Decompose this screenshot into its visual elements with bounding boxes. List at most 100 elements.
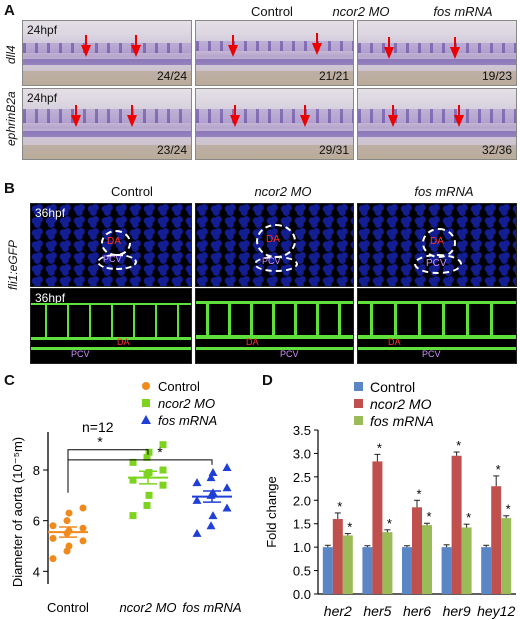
- panel-b-col-ncor2: ncor2 MO: [254, 184, 312, 199]
- panel-b-label: B: [4, 180, 15, 197]
- legend-swatch: [354, 399, 363, 408]
- data-point: [206, 521, 216, 530]
- data-point: [222, 483, 232, 492]
- pcv-label: PCV: [262, 256, 281, 266]
- data-point: [159, 441, 167, 449]
- data-point: [208, 488, 218, 497]
- n-label: n=12: [82, 419, 114, 435]
- ish-image-ephrinb2a-fos: 32/36: [357, 88, 517, 160]
- x-tick-label: her9: [443, 603, 471, 619]
- bar: [412, 507, 422, 594]
- data-point: [145, 491, 153, 499]
- data-point: [79, 537, 87, 545]
- y-tick-label: 0.5: [293, 564, 311, 579]
- panel-b-row-label: fli1:eGFP: [6, 239, 20, 290]
- legend-marker: [142, 382, 150, 390]
- embryo-count: 29/31: [318, 143, 349, 157]
- bar: [322, 547, 333, 594]
- significance-star: *: [426, 509, 431, 524]
- pcv-outline: [97, 254, 137, 270]
- data-point: [129, 512, 137, 520]
- y-tick-label: 3.5: [293, 423, 311, 438]
- embryo-count: 21/21: [318, 69, 349, 83]
- bar: [481, 547, 492, 594]
- embryo-count: 23/24: [156, 143, 187, 157]
- data-point: [222, 462, 232, 471]
- red-arrow-icon: [230, 105, 240, 127]
- bars: * * * * * * * * * *: [322, 438, 512, 594]
- significance-star: *: [347, 520, 352, 535]
- red-arrow-icon: [454, 105, 464, 127]
- data-point: [145, 448, 153, 456]
- x-tick-label: her5: [363, 603, 391, 619]
- bar: [372, 461, 383, 594]
- panel-b-col-fos: fos mRNA: [414, 184, 474, 199]
- bar: [501, 518, 512, 594]
- y-tick-label: 0.0: [293, 587, 311, 602]
- red-arrow-icon: [300, 105, 310, 127]
- red-arrow-icon: [450, 37, 460, 59]
- da-label: DA: [246, 337, 259, 347]
- x-tick-label: hey12: [477, 603, 515, 619]
- data-point: [49, 555, 57, 563]
- significance-star: *: [157, 444, 163, 460]
- y-axis: 0.0 0.5 1.0 1.5 2.0 2.5 3.0 3.5: [293, 423, 516, 602]
- bar: [402, 547, 412, 594]
- data-point: [143, 453, 151, 461]
- x-tick-label: her2: [324, 603, 352, 619]
- significance-star: *: [387, 516, 392, 531]
- data-point: [65, 509, 73, 517]
- y-tick-label: 6: [33, 514, 40, 529]
- trunk-vasculature-fos: DA PCV: [357, 288, 517, 364]
- legend-label: Control: [370, 379, 415, 395]
- da-label: DA: [388, 337, 401, 347]
- ish-image-ephrinb2a-ncor2: 29/31: [195, 88, 354, 160]
- x-tick-labels: her2 her5 her6 her9 hey12: [324, 603, 516, 619]
- bar: [422, 525, 432, 594]
- x-tick-label: ncor2 MO: [119, 600, 176, 615]
- significance-star: *: [496, 462, 501, 477]
- panel-c-scatter-chart: n=12 Diameter of aorta (10⁻⁵m) 4 6 8 Contr…: [10, 379, 242, 615]
- data-point: [206, 473, 216, 482]
- da-label: DA: [117, 337, 130, 347]
- red-arrow-icon: [127, 105, 137, 127]
- panel-a-row-dll4: dll4: [4, 45, 18, 64]
- significance-star: *: [506, 502, 511, 517]
- cross-section-fos: DA PCV: [357, 203, 517, 287]
- cross-section-ncor2: DA PCV: [195, 203, 354, 287]
- data-point: [208, 468, 218, 477]
- data-point: [63, 517, 71, 525]
- panel-a-row-ephrinb2a: ephrinB2a: [4, 91, 18, 146]
- bracket: [68, 459, 213, 465]
- y-tick-label: 1.5: [293, 517, 311, 532]
- pcv-label: PCV: [422, 349, 441, 359]
- y-axis: 4 6 8: [33, 432, 49, 584]
- legend-label: fos mRNA: [370, 413, 434, 429]
- da-label: DA: [107, 236, 121, 247]
- significance-star: *: [416, 486, 421, 501]
- data-point: [192, 478, 202, 487]
- significance-star: *: [377, 440, 382, 455]
- y-tick-label: 2.0: [293, 493, 311, 508]
- pcv-label: PCV: [103, 254, 122, 264]
- bar: [451, 455, 462, 594]
- stage-label: 24hpf: [27, 23, 58, 37]
- data-point: [49, 522, 57, 530]
- y-axis-label: Fold change: [264, 476, 279, 548]
- data-point: [129, 476, 137, 484]
- pcv-label: PCV: [426, 258, 447, 269]
- red-arrow-icon: [388, 105, 398, 127]
- stage-label: 24hpf: [27, 91, 58, 105]
- bar: [362, 547, 373, 594]
- stage-label: 36hpf: [35, 206, 66, 220]
- embryo-count: 24/24: [156, 69, 187, 83]
- data-point: [65, 542, 73, 550]
- panel-a-col-fos: fos mRNA: [433, 4, 493, 19]
- data-point: [159, 466, 167, 474]
- legend-label: fos mRNA: [158, 413, 217, 428]
- legend-swatch: [354, 416, 363, 425]
- data-point: [49, 534, 57, 542]
- x-tick-label: fos mRNA: [182, 600, 241, 615]
